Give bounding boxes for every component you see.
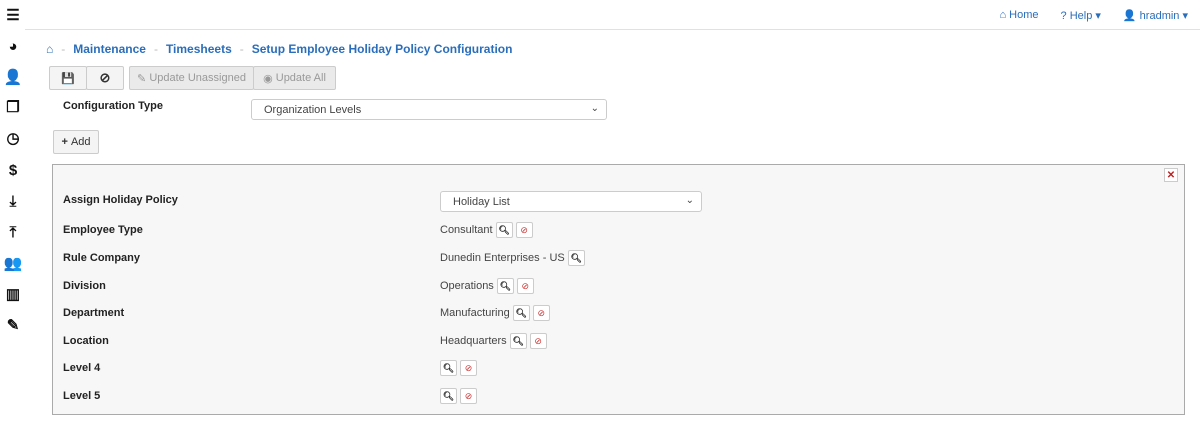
field-label: Rule Company: [63, 252, 141, 264]
field-row: Level 4 🔍︎ ⊘: [53, 359, 1184, 379]
globe-icon: ◉: [263, 72, 276, 85]
field-label: Location: [63, 335, 109, 347]
user-icon[interactable]: 👤: [3, 69, 23, 86]
home-link[interactable]: ⌂ Home: [999, 9, 1039, 21]
edit-icon[interactable]: ✎: [6, 317, 20, 334]
search-icon[interactable]: 🔍︎: [509, 333, 527, 349]
field-value: Operations: [440, 280, 494, 292]
cancel-button[interactable]: ⊘: [86, 66, 124, 90]
configuration-type-select[interactable]: Organization Levels ⌄: [251, 99, 607, 120]
field-label: Division: [63, 280, 106, 292]
assign-holiday-policy-label: Assign Holiday Policy: [63, 194, 178, 206]
breadcrumb-maintenance[interactable]: Maintenance: [73, 42, 146, 56]
field-row: Department Manufacturing 🔍︎ ⊘: [53, 304, 1184, 324]
page-title: Setup Employee Holiday Policy Configurat…: [251, 42, 513, 56]
field-row: Location Headquarters 🔍︎ ⊘: [53, 332, 1184, 352]
upload-icon[interactable]: ⤒: [9, 223, 17, 241]
pencil-icon: ✎: [137, 72, 150, 85]
bar-chart-icon[interactable]: ▥: [5, 286, 21, 303]
breadcrumb-timesheets[interactable]: Timesheets: [165, 42, 232, 56]
clear-icon[interactable]: ⊘: [529, 333, 547, 349]
search-icon[interactable]: 🔍︎: [440, 360, 457, 376]
files-icon[interactable]: ❐: [6, 99, 20, 116]
menu-icon[interactable]: ☰: [6, 7, 20, 24]
chevron-down-icon: ⌄: [685, 195, 694, 206]
clear-icon[interactable]: ⊘: [460, 360, 477, 376]
clock-icon[interactable]: ◷: [6, 130, 20, 147]
search-icon[interactable]: 🔍︎: [495, 222, 513, 238]
help-menu[interactable]: ? Help ▾: [1060, 10, 1101, 22]
clear-icon[interactable]: ⊘: [532, 305, 550, 321]
download-icon[interactable]: ⤓: [9, 192, 17, 210]
users-icon[interactable]: 👥: [3, 255, 23, 272]
field-value: Dunedin Enterprises - US: [440, 252, 565, 264]
home-icon[interactable]: ⌂: [46, 42, 54, 56]
search-icon[interactable]: 🔍︎: [567, 250, 585, 266]
clear-icon[interactable]: ⊘: [460, 388, 477, 404]
update-unassigned-button[interactable]: ✎ Update Unassigned: [129, 66, 254, 90]
field-value: Manufacturing: [440, 307, 510, 319]
search-icon[interactable]: 🔍︎: [496, 278, 514, 294]
breadcrumb: ⌂ - Maintenance - Timesheets - Setup Employ…: [46, 42, 513, 56]
field-label: Department: [63, 307, 125, 319]
field-label: Level 5: [63, 390, 101, 402]
sidebar: ☰ ◕ 👤 ❐ ◷ $ ⤓ ⤒ 👥 ▥ ✎: [0, 0, 25, 421]
field-row: Division Operations 🔍︎ ⊘: [53, 277, 1184, 297]
field-value: Headquarters: [440, 335, 507, 347]
top-bar: ⌂ Home ? Help ▾ 👤 hradmin ▾: [25, 0, 1200, 30]
field-label: Employee Type: [63, 224, 143, 236]
chevron-down-icon: ⌄: [590, 103, 599, 114]
dashboard-icon[interactable]: ◕: [8, 37, 18, 55]
save-icon: 💾: [61, 72, 75, 85]
save-button[interactable]: 💾: [49, 66, 87, 90]
add-button[interactable]: + Add: [53, 130, 99, 154]
clear-icon[interactable]: ⊘: [515, 222, 533, 238]
field-row: Rule Company Dunedin Enterprises - US 🔍︎: [53, 249, 1184, 269]
holiday-policy-select[interactable]: Holiday List ⌄: [440, 191, 702, 212]
field-label: Level 4: [63, 362, 101, 374]
update-all-button[interactable]: ◉ Update All: [253, 66, 336, 90]
clear-icon[interactable]: ⊘: [516, 278, 534, 294]
cancel-icon: ⊘: [99, 70, 111, 85]
field-row: Level 5 🔍︎ ⊘: [53, 387, 1184, 407]
close-icon[interactable]: ✕: [1164, 168, 1178, 182]
dollar-icon[interactable]: $: [8, 161, 18, 179]
search-icon[interactable]: 🔍︎: [512, 305, 530, 321]
field-value: Consultant: [440, 224, 493, 236]
field-row: Employee Type Consultant 🔍︎ ⊘: [53, 221, 1184, 241]
user-menu[interactable]: 👤 hradmin ▾: [1122, 10, 1188, 22]
configuration-type-label: Configuration Type: [63, 100, 164, 112]
search-icon[interactable]: 🔍︎: [440, 388, 457, 404]
policy-panel: ✕ Assign Holiday Policy Holiday List ⌄ Em…: [52, 164, 1185, 415]
